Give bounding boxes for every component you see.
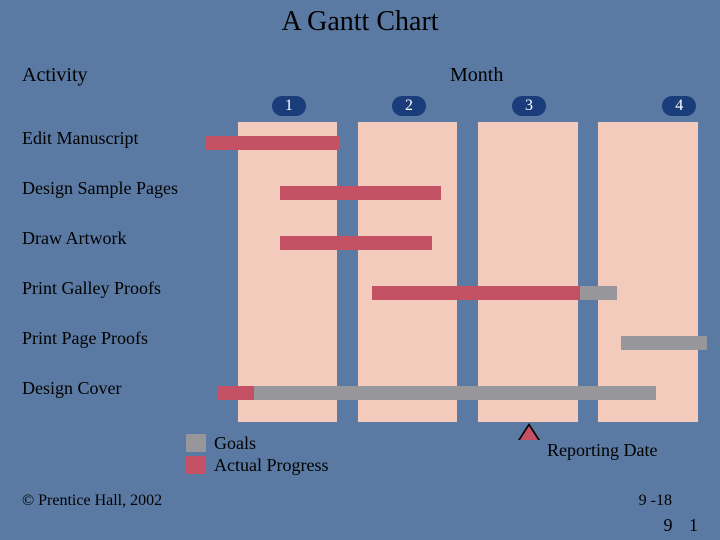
- swatch-progress: [186, 456, 206, 474]
- legend-progress-label: Actual Progress: [214, 455, 328, 476]
- activity-label: Print Galley Proofs: [22, 278, 161, 299]
- copyright: © Prentice Hall, 2002: [22, 492, 162, 510]
- reporting-marker-icon: [520, 426, 538, 440]
- header-activity: Activity: [22, 64, 88, 87]
- gantt-chart: [238, 122, 700, 422]
- activity-label: Draw Artwork: [22, 228, 126, 249]
- month-column: [598, 122, 697, 422]
- month-badge: 3: [512, 96, 546, 116]
- legend-goals-label: Goals: [214, 433, 256, 454]
- bar-progress: [206, 136, 340, 150]
- bar-goals: [621, 336, 706, 350]
- swatch-goals: [186, 434, 206, 452]
- chart-title: A Gantt Chart: [0, 6, 720, 38]
- month-column: [238, 122, 337, 422]
- month-badge: 1: [272, 96, 306, 116]
- bar-progress: [280, 236, 432, 250]
- bar-goals: [217, 386, 656, 400]
- activity-label: Edit Manuscript: [22, 128, 138, 149]
- month-column: [478, 122, 577, 422]
- month-badge: 2: [392, 96, 426, 116]
- month-column: [358, 122, 457, 422]
- corner-number: 9 1: [664, 515, 705, 536]
- legend-progress: Actual Progress: [186, 454, 328, 476]
- header-month: Month: [450, 64, 503, 87]
- reporting-date-label: Reporting Date: [547, 440, 657, 461]
- activity-label: Design Cover: [22, 378, 121, 399]
- bar-progress: [217, 386, 254, 400]
- page-number: 9 -18: [639, 492, 672, 510]
- slide: A Gantt Chart Activity Month Goals Actua…: [0, 0, 720, 540]
- month-badge: 4: [662, 96, 696, 116]
- activity-label: Design Sample Pages: [22, 178, 178, 199]
- bar-progress: [372, 286, 580, 300]
- legend: Goals Actual Progress: [186, 432, 328, 476]
- bar-progress: [280, 186, 442, 200]
- legend-goals: Goals: [186, 432, 328, 454]
- activity-label: Print Page Proofs: [22, 328, 148, 349]
